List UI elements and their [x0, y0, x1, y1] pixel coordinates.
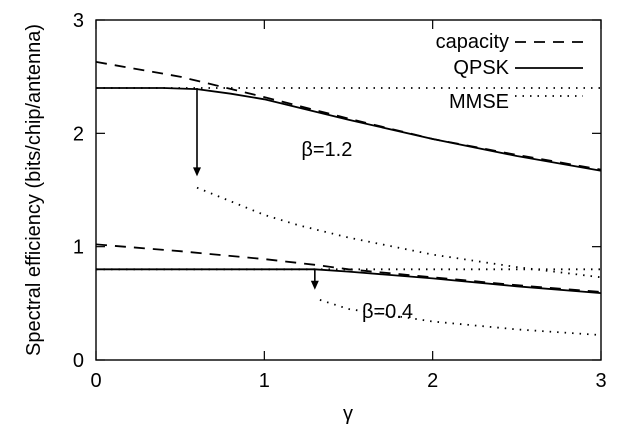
x-tick-label: 2 [427, 370, 438, 392]
x-axis-title: γ [343, 403, 353, 425]
annotation-arrows [193, 88, 319, 290]
series-line-solid-5 [96, 268, 602, 294]
arrow-head [310, 280, 319, 290]
y-tick-label: 0 [73, 350, 84, 372]
x-tick-label: 3 [595, 370, 606, 392]
arrow-head [193, 167, 201, 177]
y-tick-label: 2 [73, 123, 84, 145]
legend-label-capacity: capacity [436, 31, 509, 53]
series-line-dashed-4 [95, 243, 602, 293]
y-tick-label: 1 [73, 237, 84, 259]
y-tick-label: 3 [73, 10, 84, 32]
annotation-beta-1-2: β=1.2 [301, 139, 352, 161]
y-axis-title: Spectral efficiency (bits/chip/antenna) [23, 24, 45, 356]
data-series [95, 61, 602, 336]
annotation-beta-0-4: β=0.4 [362, 301, 413, 323]
series-line-solid-1 [96, 87, 602, 172]
axis-ticks: 0 1 2 3 0 1 2 3 [73, 10, 607, 392]
legend-label-qpsk: QPSK [453, 57, 509, 79]
x-tick-label: 0 [90, 370, 101, 392]
legend: capacity QPSK MMSE [436, 31, 583, 113]
series-line-dotted-3 [196, 186, 602, 279]
series-line-dashed-0 [95, 61, 602, 171]
plot-frame [95, 19, 602, 361]
legend-label-mmse: MMSE [449, 91, 509, 113]
x-tick-label: 1 [259, 370, 270, 392]
